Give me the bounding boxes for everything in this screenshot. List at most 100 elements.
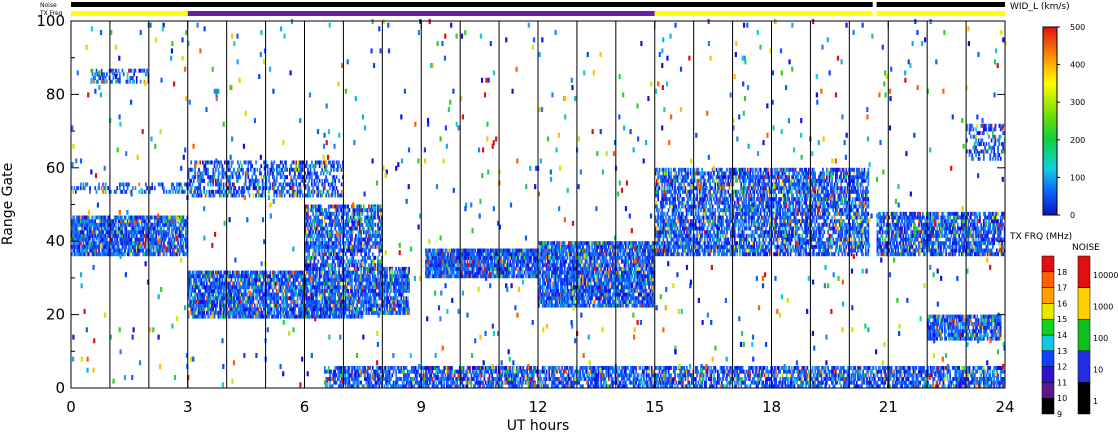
scatter-cell — [281, 193, 283, 198]
scatter-cell — [168, 244, 170, 249]
scatter-cell — [238, 307, 241, 312]
scatter-cell — [181, 226, 183, 231]
scatter-cell — [235, 285, 238, 290]
scatter-cell — [371, 266, 374, 271]
scatter-cell — [233, 270, 235, 275]
scatter-cell — [163, 230, 165, 235]
scatter-cell — [135, 215, 138, 220]
scatter-cell — [296, 167, 299, 172]
scatter-cell — [117, 244, 120, 249]
scatter-cell — [151, 186, 154, 191]
scatter-cell — [121, 248, 124, 253]
scatter-cell — [285, 288, 287, 293]
scatter-cell — [73, 252, 76, 257]
scatter-cell — [194, 310, 196, 315]
scatter-cell — [202, 307, 204, 312]
scatter-cell — [239, 288, 242, 293]
scatter-cell — [107, 244, 110, 249]
scatter-cell — [239, 310, 242, 315]
scatter-cell — [187, 274, 190, 279]
scatter-cell — [329, 285, 331, 290]
scatter-cell — [323, 288, 326, 293]
scatter-cell — [338, 303, 340, 308]
scatter-cell — [295, 182, 298, 187]
scatter-cell — [286, 288, 289, 293]
scatter-cell — [99, 252, 102, 257]
scatter-cell — [279, 189, 282, 194]
scatter-cell — [301, 164, 304, 169]
scatter-cell — [270, 281, 273, 286]
scatter-cell — [142, 252, 145, 257]
scatter-cell — [336, 215, 339, 220]
scatter-cell — [200, 292, 203, 297]
scatter-cell — [217, 178, 220, 183]
scatter-cell — [283, 277, 286, 282]
scatter-cell — [211, 288, 213, 293]
scatter-cell — [138, 230, 141, 235]
scatter-cell — [351, 288, 353, 293]
scatter-cell — [281, 310, 283, 315]
scatter-cell — [322, 186, 325, 191]
scatter-cell — [344, 208, 347, 213]
scatter-cell — [91, 241, 94, 246]
scatter-cell — [115, 237, 117, 242]
scatter-cell — [93, 248, 95, 253]
scatter-cell — [181, 189, 183, 194]
scatter-cell — [386, 292, 388, 297]
scatter-cell — [312, 248, 314, 253]
scatter-cell — [191, 310, 194, 315]
scatter-cell — [541, 259, 544, 264]
scatter-cell — [375, 299, 378, 304]
scatter-cell — [224, 189, 226, 194]
scatter-cell — [329, 160, 331, 165]
scatter-cell — [187, 310, 190, 315]
scatter-cell — [224, 296, 226, 301]
scatter-cell — [95, 68, 98, 73]
scatter-cell — [216, 296, 218, 301]
scatter-cell — [176, 182, 178, 187]
scatter-cell — [227, 299, 230, 304]
txfreq-segment-2 — [654, 11, 873, 16]
scatter-cell — [207, 307, 209, 312]
scatter-cell — [122, 244, 125, 249]
scatter-cell — [131, 244, 134, 249]
scatter-cell — [103, 215, 106, 220]
scatter-cell — [296, 292, 299, 297]
scatter-cell — [196, 171, 199, 176]
scatter-cell — [250, 299, 252, 304]
scatter-cell — [94, 230, 97, 235]
scatter-cell — [317, 237, 320, 242]
scatter-cell — [281, 274, 283, 279]
scatter-cell — [217, 186, 220, 191]
scatter-cell — [323, 281, 326, 286]
scatter-cell — [287, 296, 290, 301]
scatter-cell — [283, 281, 286, 286]
scatter-cell — [344, 303, 347, 308]
scatter-cell — [141, 68, 143, 73]
scatter-cell — [233, 193, 235, 198]
scatter-cell — [317, 241, 320, 246]
scatter-cell — [334, 303, 337, 308]
scatter-cell — [83, 219, 86, 224]
scatter-cell — [285, 277, 287, 282]
scatter-cell — [325, 299, 327, 304]
scatter-cell — [260, 299, 263, 304]
scatter-cell — [226, 296, 229, 301]
scatter-cell — [146, 237, 148, 242]
scatter-cell — [128, 230, 130, 235]
scatter-cell — [100, 215, 103, 220]
scatter-cell — [307, 270, 309, 275]
scatter-cell — [148, 252, 151, 257]
scatter-cell — [268, 277, 270, 282]
scatter-cell — [356, 277, 359, 282]
scatter-cell — [386, 274, 388, 279]
scatter-cell — [274, 314, 277, 319]
scatter-cell — [124, 241, 126, 246]
scatter-cell — [216, 274, 218, 279]
scatter-cell — [329, 241, 331, 246]
scatter-cell — [310, 266, 313, 271]
scatter-cell — [91, 248, 94, 253]
scatter-cell — [74, 244, 77, 249]
scatter-cell — [317, 233, 320, 238]
scatter-cell — [152, 252, 155, 257]
